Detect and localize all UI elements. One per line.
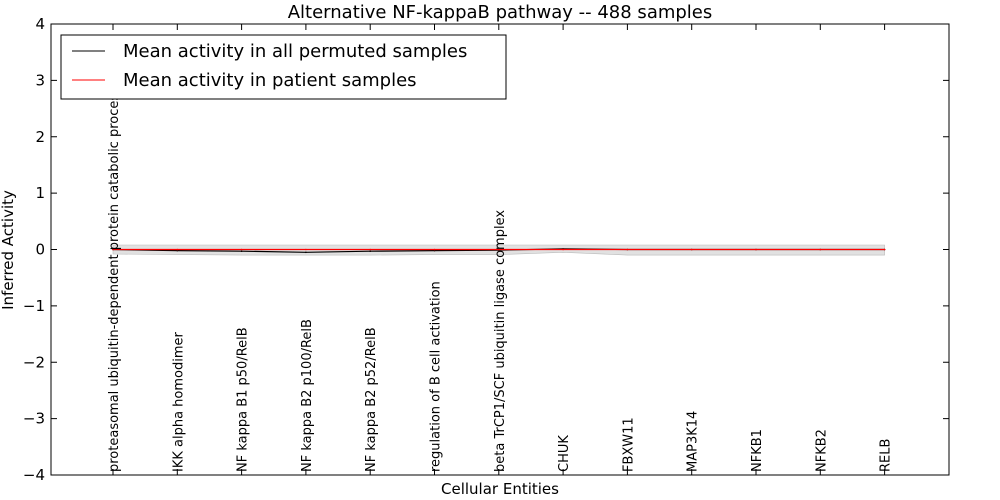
legend-label-permuted: Mean activity in all permuted samples xyxy=(123,41,467,62)
x-tick-label: RELB xyxy=(879,439,894,472)
x-tick-label: MAP3K14 xyxy=(686,411,701,472)
data-point-permuted xyxy=(305,251,307,254)
legend-box xyxy=(60,34,507,100)
x-tick-label: NF kappa B2 p52/RelB xyxy=(364,327,379,472)
data-point-permuted xyxy=(176,249,179,252)
x-tick-label: NFKB1 xyxy=(750,429,765,472)
data-point-patient xyxy=(755,248,757,251)
x-tick-label: NF kappa B1 p50/RelB xyxy=(236,327,251,472)
y-tick-label: −2 xyxy=(23,353,45,371)
y-tick-label: 3 xyxy=(35,71,45,89)
data-point-patient xyxy=(112,248,114,251)
y-tick-label: 4 xyxy=(35,15,45,33)
x-tick-label: NF kappa B2 p100/RelB xyxy=(300,319,315,472)
data-point-patient xyxy=(305,248,307,251)
y-tick-label: 1 xyxy=(35,184,45,202)
data-point-patient xyxy=(498,248,500,251)
data-point-permuted xyxy=(433,249,436,252)
data-point-patient xyxy=(240,248,243,251)
data-point-permuted xyxy=(369,250,372,252)
x-tick-label: IKK alpha homodimer xyxy=(171,331,186,472)
y-axis-label: Inferred Activity xyxy=(0,190,17,310)
data-point-patient xyxy=(562,248,564,251)
data-point-patient xyxy=(883,248,886,251)
x-axis-label: Cellular Entities xyxy=(441,480,559,498)
x-tick-label: regulation of B cell activation xyxy=(429,281,444,472)
data-point-patient xyxy=(690,248,693,251)
data-point-patient xyxy=(369,248,372,251)
x-tick-label: FBXW11 xyxy=(621,417,636,472)
data-point-patient xyxy=(433,248,436,251)
data-point-patient xyxy=(176,248,179,251)
data-point-patient xyxy=(819,248,822,251)
legend: Mean activity in all permuted samples Me… xyxy=(60,34,507,100)
line-layer xyxy=(112,248,886,254)
y-axis-ticks: −4 −3 −2 −1 0 1 2 3 4 xyxy=(23,15,949,484)
y-tick-label: 2 xyxy=(35,128,45,146)
y-tick-label: 0 xyxy=(35,241,45,259)
x-tick-label: NFKB2 xyxy=(814,429,829,472)
y-tick-label: −3 xyxy=(23,410,45,428)
x-tick-label: proteasomal ubiquitin-dependent protein … xyxy=(107,87,122,472)
x-tick-label: beta TrCP1/SCF ubiquitin ligase complex xyxy=(493,210,508,472)
y-tick-label: −1 xyxy=(23,297,45,315)
x-axis-ticks: proteasomal ubiquitin-dependent protein … xyxy=(107,24,894,475)
chart-title: Alternative NF-kappaB pathway -- 488 sam… xyxy=(288,2,713,23)
legend-label-patient: Mean activity in patient samples xyxy=(123,70,417,91)
x-tick-label: CHUK xyxy=(557,435,572,472)
y-tick-label: −4 xyxy=(23,466,45,484)
data-point-permuted xyxy=(240,250,243,252)
data-point-patient xyxy=(626,248,629,251)
